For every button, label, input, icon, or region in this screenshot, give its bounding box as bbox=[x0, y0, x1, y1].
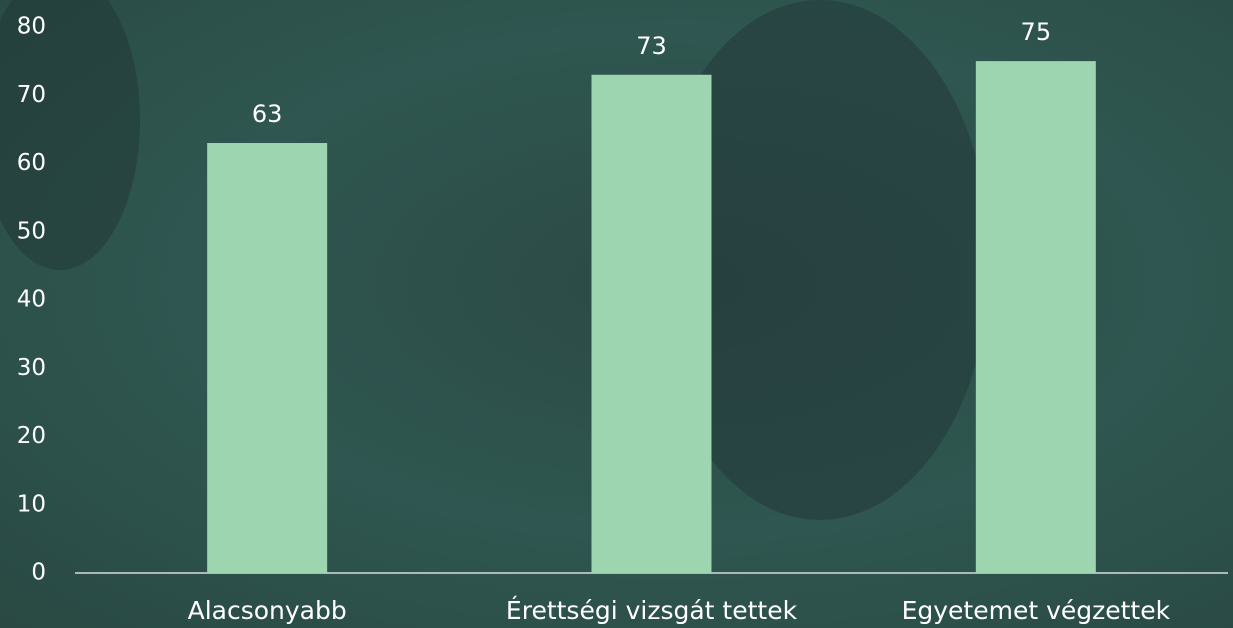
y-tick-label: 60 bbox=[17, 150, 46, 176]
x-tick-label: Érettségi vizsgát tettek bbox=[506, 596, 798, 625]
bar bbox=[207, 143, 327, 573]
value-label: 73 bbox=[636, 32, 667, 60]
y-tick-label: 70 bbox=[17, 82, 46, 108]
y-tick-label: 50 bbox=[17, 218, 46, 244]
bar bbox=[976, 61, 1096, 573]
chart: 0 10 20 30 40 50 60 70 80 Alacsonyabb 63 Érettségi … bbox=[0, 0, 1233, 628]
y-tick-label: 40 bbox=[17, 287, 46, 313]
y-tick-label: 80 bbox=[17, 14, 46, 40]
y-tick-label: 20 bbox=[17, 423, 46, 449]
x-tick-label: Alacsonyabb bbox=[188, 596, 347, 625]
bar bbox=[592, 75, 712, 573]
y-tick-label: 30 bbox=[17, 355, 46, 381]
value-label: 75 bbox=[1021, 18, 1052, 46]
x-tick-label: Egyetemet végzettek bbox=[902, 596, 1171, 625]
y-tick-label: 10 bbox=[17, 491, 46, 517]
value-label: 63 bbox=[252, 100, 283, 128]
y-tick-label: 0 bbox=[31, 560, 46, 586]
